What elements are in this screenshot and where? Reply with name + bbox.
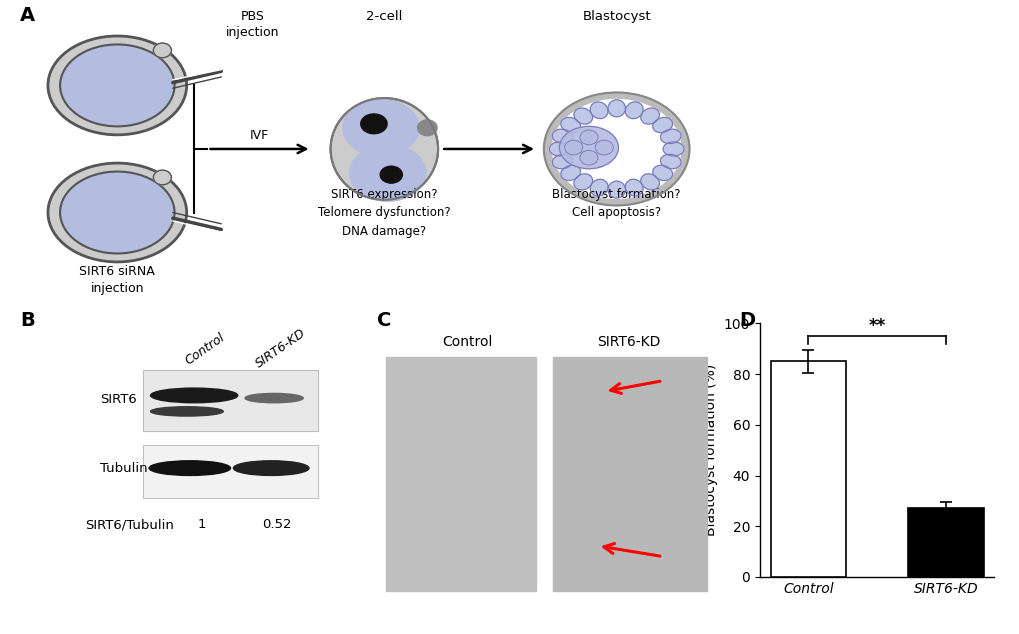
Ellipse shape [151, 388, 237, 403]
Ellipse shape [640, 174, 658, 190]
Text: SIRT6-KD: SIRT6-KD [253, 327, 308, 371]
Ellipse shape [330, 98, 438, 200]
Ellipse shape [607, 181, 625, 198]
Ellipse shape [350, 145, 426, 201]
Text: SIRT6: SIRT6 [100, 393, 137, 406]
Y-axis label: Blastocyst formation (%): Blastocyst formation (%) [703, 364, 717, 536]
Text: C: C [377, 311, 391, 330]
Circle shape [153, 43, 171, 58]
Ellipse shape [662, 142, 684, 156]
Ellipse shape [590, 179, 607, 196]
Text: 2-cell: 2-cell [366, 10, 403, 23]
Ellipse shape [151, 407, 223, 416]
Text: Control: Control [182, 330, 227, 367]
Text: injection: injection [225, 26, 279, 39]
Ellipse shape [660, 129, 681, 144]
Ellipse shape [625, 179, 643, 196]
Circle shape [580, 150, 597, 165]
Circle shape [580, 130, 597, 145]
Ellipse shape [590, 102, 607, 119]
Ellipse shape [552, 100, 681, 198]
Text: Tubulin: Tubulin [100, 462, 147, 475]
Text: **: ** [868, 317, 884, 335]
Ellipse shape [549, 142, 570, 156]
Ellipse shape [361, 114, 387, 134]
Circle shape [417, 120, 436, 136]
Ellipse shape [342, 100, 419, 156]
Text: Telomere dysfunction?: Telomere dysfunction? [318, 207, 450, 219]
Ellipse shape [48, 163, 186, 262]
Bar [143, 370, 317, 431]
Text: SIRT6 siRNA: SIRT6 siRNA [79, 264, 155, 278]
Ellipse shape [574, 174, 592, 190]
Text: DNA damage?: DNA damage? [342, 224, 426, 238]
Text: 0.52: 0.52 [262, 518, 291, 531]
Ellipse shape [625, 102, 643, 119]
Ellipse shape [543, 93, 689, 205]
Text: Blastocyst: Blastocyst [582, 10, 650, 23]
Text: Cell apoptosis?: Cell apoptosis? [572, 207, 660, 219]
Ellipse shape [560, 165, 580, 181]
Text: PBS: PBS [240, 10, 264, 23]
Bar [769, 361, 846, 577]
Text: SIRT6-KD: SIRT6-KD [596, 335, 659, 349]
Text: SIRT6/Tubulin: SIRT6/Tubulin [86, 518, 174, 531]
Bar [552, 357, 706, 591]
Ellipse shape [560, 117, 580, 133]
Bar [907, 508, 983, 577]
Text: B: B [20, 311, 35, 330]
Ellipse shape [559, 126, 618, 169]
Bar [143, 444, 317, 498]
Text: injection: injection [91, 281, 144, 295]
Ellipse shape [574, 108, 592, 124]
Ellipse shape [552, 129, 573, 144]
Circle shape [153, 170, 171, 185]
Text: Blastocyst formation?: Blastocyst formation? [552, 188, 681, 202]
Text: 1: 1 [197, 518, 206, 531]
Bar [385, 357, 536, 591]
Text: SIRT6 expression?: SIRT6 expression? [331, 188, 437, 202]
Text: A: A [20, 6, 36, 25]
Bar [143, 444, 317, 498]
Ellipse shape [233, 461, 309, 476]
Ellipse shape [660, 154, 681, 169]
Text: Control: Control [442, 335, 492, 349]
Ellipse shape [640, 108, 658, 124]
Circle shape [565, 140, 582, 155]
Circle shape [595, 140, 612, 155]
Ellipse shape [607, 100, 625, 117]
Ellipse shape [652, 165, 672, 181]
Ellipse shape [652, 117, 672, 133]
Ellipse shape [380, 166, 401, 183]
Ellipse shape [245, 394, 303, 403]
Ellipse shape [552, 154, 573, 169]
Text: IVF: IVF [250, 129, 269, 142]
Ellipse shape [60, 44, 174, 126]
Ellipse shape [48, 36, 186, 135]
Ellipse shape [60, 172, 174, 254]
Ellipse shape [149, 461, 230, 476]
Text: D: D [739, 311, 755, 330]
Bar [143, 370, 317, 431]
